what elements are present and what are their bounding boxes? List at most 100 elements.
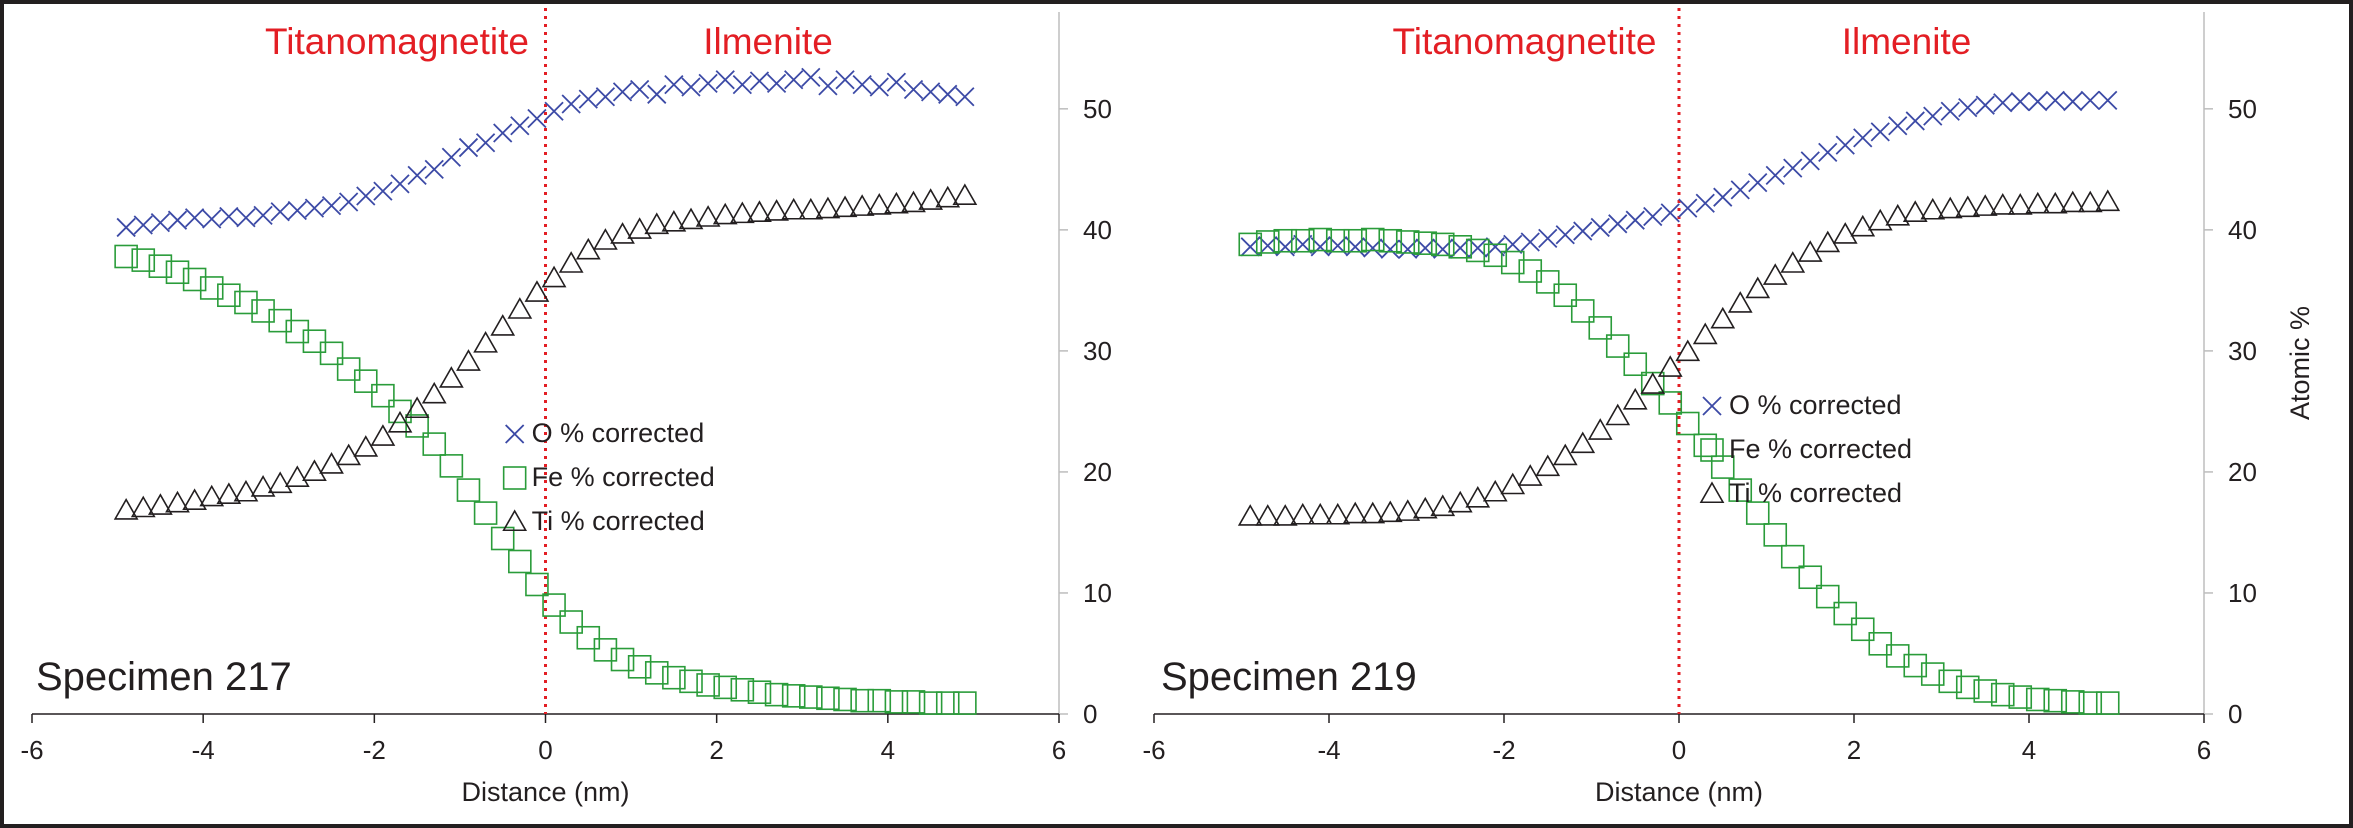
data-point-triangle [541,265,567,288]
data-point-x [116,217,136,238]
chart-panel-1: 0 10 20 30 40 50 -6 -4 -2 0 2 4 6 Distance (nm) Titano… [20,8,1112,807]
data-point-square [2078,691,2103,715]
data-point-triangle [1937,196,1963,219]
data-point-triangle [1902,200,1928,222]
data-point-triangle [1762,263,1788,285]
x-tick-label: 6 [2197,735,2211,765]
legend-marker-x [1702,396,1722,416]
legend-label: Ti % corrected [1729,478,1902,508]
data-point-square [182,267,207,292]
data-point-x [390,174,410,194]
data-point-x [475,133,496,153]
data-point-square [285,319,310,344]
data-point-square [1763,523,1788,547]
data-point-x [715,70,735,90]
y-tick-label: 10 [2228,578,2257,608]
x-tick-label: 6 [1052,735,1066,765]
data-point-x [2045,90,2065,110]
y-tick-label: 50 [1083,94,1112,124]
data-point-triangle [1955,195,1981,218]
data-point-square [1938,669,1963,694]
y-tick-label: 30 [2228,336,2257,366]
data-point-x [1800,151,1820,171]
data-point-x [407,165,427,186]
data-point-triangle [336,443,362,466]
data-point-square [1483,243,1508,268]
data-point-square [1833,601,1858,626]
data-point-x [1730,180,1750,200]
data-point-triangle [901,190,926,213]
data-point-x [801,67,821,87]
data-point-triangle [1815,230,1841,253]
data-point-square [593,638,618,662]
data-point-x [595,87,616,107]
legend-marker-triangle [1699,481,1725,504]
data-point-triangle [1412,496,1438,519]
data-point-triangle [2060,190,2086,213]
data-point-triangle [1605,403,1631,426]
data-point-x [1555,225,1575,245]
data-point-triangle [1237,504,1263,526]
y-tick-label: 20 [2228,457,2257,487]
data-point-x [612,82,633,102]
data-point-square [473,501,498,525]
data-point-triangle [832,195,858,218]
data-point-x [133,215,153,235]
y-axis-label: Atomic % [2285,306,2315,420]
legend-label: Fe % corrected [532,462,715,492]
data-point-triangle [661,209,687,232]
data-point-x [1835,135,1855,155]
data-point-x [1975,95,1995,115]
data-point-triangle [2095,189,2121,212]
data-point-x [852,74,872,95]
data-point-square [336,357,361,381]
data-point-triangle [404,396,430,419]
data-point-x [287,200,307,221]
data-point-square [1570,299,1595,323]
data-point-x [920,82,941,102]
data-point-x [886,72,907,92]
data-point-triangle [1710,306,1736,329]
data-point-square [1290,228,1315,253]
data-point-square [1955,675,1980,700]
data-point-triangle [1360,501,1386,524]
data-point-x [835,70,855,90]
data-point-square [627,654,652,679]
data-point-x [1625,210,1645,230]
data-point-x [749,71,770,91]
data-point-x [938,84,958,104]
data-point-triangle [747,200,772,222]
data-point-square [1745,501,1770,525]
data-point-square [1658,391,1683,415]
data-point-square [610,647,635,672]
data-point-square [165,260,190,285]
data-point-triangle [182,488,207,511]
x-tick-label: 0 [538,735,552,765]
data-point-square [747,680,772,705]
data-point-square [1623,352,1648,377]
data-point-triangle [627,217,653,239]
data-point-triangle [147,493,173,515]
data-point-square [319,341,344,366]
data-point-square [713,675,738,700]
x-tick-label: 2 [709,735,723,765]
data-point-square [901,690,926,714]
data-point-x [2080,90,2100,110]
data-point-triangle [507,297,533,319]
data-point-triangle [438,366,464,388]
data-point-triangle [1780,251,1806,273]
data-point-square [1605,334,1630,358]
data-point-triangle [1832,222,1858,244]
data-point-triangle [524,280,550,302]
legend-marker-triangle [502,509,528,532]
data-point-square [199,276,224,300]
y-tick-label: 50 [2228,94,2257,124]
data-point-x [1573,221,1593,241]
data-point-x [202,209,222,229]
data-point-triangle [558,251,584,273]
data-point-square [405,414,429,438]
data-point-x [1678,198,1698,218]
data-point-triangle [370,424,396,446]
data-point-square [2060,690,2085,714]
